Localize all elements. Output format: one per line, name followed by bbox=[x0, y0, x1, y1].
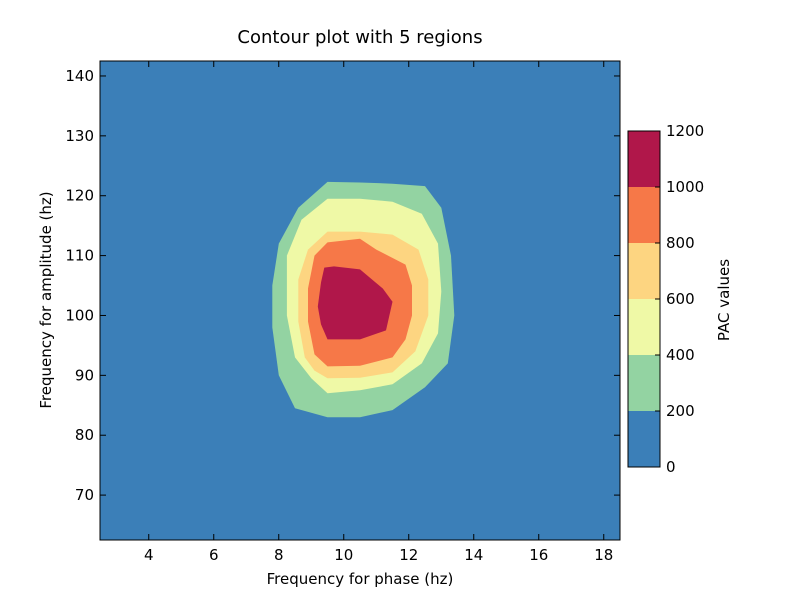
x-tick-label: 10 bbox=[334, 546, 353, 564]
x-tick-label: 18 bbox=[594, 546, 613, 564]
y-tick-label: 120 bbox=[65, 187, 94, 205]
x-tick-label: 6 bbox=[209, 546, 219, 564]
y-tick-label: 80 bbox=[75, 426, 94, 444]
x-tick-label: 16 bbox=[529, 546, 548, 564]
y-tick-label: 110 bbox=[65, 247, 94, 265]
colorbar-segment-600 bbox=[628, 243, 660, 299]
colorbar-segment-200 bbox=[628, 355, 660, 411]
y-tick-label: 100 bbox=[65, 306, 94, 324]
chart-title: Contour plot with 5 regions bbox=[237, 27, 482, 48]
x-tick-label: 4 bbox=[144, 546, 154, 564]
y-tick-label: 130 bbox=[65, 127, 94, 145]
y-tick-label: 70 bbox=[75, 486, 94, 504]
colorbar-tick-label: 1000 bbox=[666, 178, 704, 196]
colorbar-segment-800 bbox=[628, 187, 660, 243]
x-axis-ticks: 4 6 8 10 12 14 16 18 bbox=[144, 61, 613, 564]
colorbar-tick-label: 800 bbox=[666, 234, 695, 252]
contour-regions bbox=[100, 61, 620, 540]
colorbar-tick-label: 600 bbox=[666, 290, 695, 308]
y-tick-label: 90 bbox=[75, 366, 94, 384]
x-tick-label: 14 bbox=[464, 546, 483, 564]
colorbar: 0 200 400 600 800 1000 1200 bbox=[627, 122, 704, 476]
y-tick-label: 140 bbox=[65, 67, 94, 85]
colorbar-tick-label: 0 bbox=[666, 458, 676, 476]
colorbar-tick-label: 200 bbox=[666, 402, 695, 420]
colorbar-segment-400 bbox=[628, 299, 660, 355]
y-axis-ticks: 70 80 90 100 110 120 130 140 bbox=[65, 67, 620, 504]
colorbar-tick-label: 1200 bbox=[666, 122, 704, 140]
colorbar-segment-0 bbox=[628, 411, 660, 467]
colorbar-tick-label: 400 bbox=[666, 346, 695, 364]
plot-frame bbox=[99, 60, 621, 541]
y-axis-label: Frequency for amplitude (hz) bbox=[37, 191, 55, 408]
x-tick-label: 12 bbox=[399, 546, 418, 564]
colorbar-segment-1000 bbox=[628, 131, 660, 187]
contour-region-1000 bbox=[317, 266, 393, 340]
colorbar-label: PAC values bbox=[715, 259, 733, 341]
x-axis-label: Frequency for phase (hz) bbox=[267, 570, 454, 588]
x-tick-label: 8 bbox=[274, 546, 284, 564]
